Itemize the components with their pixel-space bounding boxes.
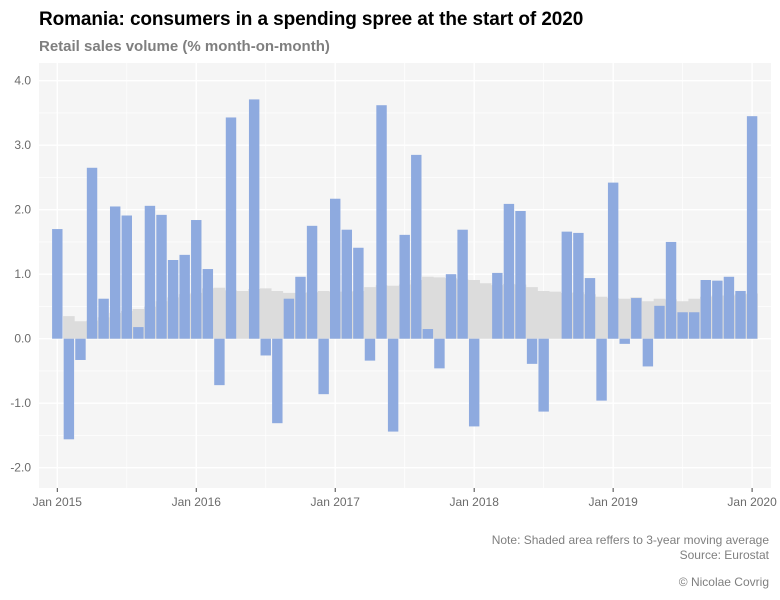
bar-apr-2015 (86, 167, 98, 339)
bar-mar-2017 (353, 247, 364, 339)
bar-jan-2015 (52, 229, 63, 339)
source-text: Source: Eurostat (679, 548, 769, 562)
x-tick-label: Jan 2018 (449, 495, 499, 509)
bar-sep-2016 (283, 298, 295, 339)
bar-oct-2018 (573, 232, 584, 339)
bar-mar-2015 (75, 338, 86, 360)
bar-may-2015 (98, 298, 109, 339)
bar-nov-2015 (167, 260, 179, 339)
bar-sep-2017 (422, 329, 434, 339)
bar-aug-2019 (688, 312, 700, 339)
bar-jul-2015 (121, 215, 132, 339)
bars-layer (52, 99, 758, 440)
y-axis: 4.0 3.0 2.0 1.0 0.0 -1.0 -2.0 (10, 74, 31, 475)
bar-sep-2015 (144, 205, 156, 339)
chart-note: Note: Shaded area reffers to 3-year movi… (492, 533, 769, 563)
bar-feb-2015 (63, 338, 75, 440)
bar-sep-2018 (561, 231, 573, 339)
bar-jan-2019 (607, 182, 619, 339)
bar-apr-2019 (642, 338, 654, 367)
y-tick-label: 0.0 (14, 332, 31, 346)
bar-jul-2016 (260, 338, 271, 356)
bar-sep-2019 (700, 280, 711, 339)
chart-title: Romania: consumers in a spending spree a… (39, 9, 584, 30)
bar-dec-2016 (318, 338, 329, 395)
bar-feb-2016 (202, 269, 214, 339)
bar-jan-2017 (330, 198, 341, 339)
moving-average-layer (63, 276, 758, 339)
x-tick-label: Jan 2017 (311, 495, 361, 509)
bar-jun-2015 (109, 206, 121, 339)
bar-jan-2016 (191, 220, 202, 339)
bar-apr-2016 (225, 117, 237, 339)
bar-oct-2016 (295, 276, 306, 339)
bar-mar-2019 (631, 298, 642, 339)
bar-aug-2016 (272, 338, 283, 424)
bar-jul-2019 (677, 312, 688, 339)
bar-nov-2016 (306, 225, 318, 339)
bar-may-2019 (654, 305, 665, 339)
bar-oct-2017 (434, 338, 445, 369)
bar-mar-2018 (492, 272, 503, 339)
bar-feb-2019 (619, 338, 630, 344)
bar-jan-2020 (746, 116, 758, 339)
y-tick-label: -1.0 (10, 396, 31, 410)
bar-jun-2017 (387, 338, 399, 432)
bar-dec-2019 (735, 290, 746, 339)
bar-dec-2017 (457, 229, 468, 339)
moving-average-area (63, 276, 758, 339)
bar-aug-2015 (133, 327, 144, 339)
bar-nov-2019 (723, 276, 735, 339)
bar-jun-2016 (248, 99, 260, 339)
x-tick-label: Jan 2020 (727, 495, 777, 509)
bar-feb-2017 (341, 229, 353, 339)
bar-oct-2019 (712, 280, 723, 339)
x-axis: Jan 2015 Jan 2016 Jan 2017 Jan 2018 Jan 2019… (33, 488, 777, 509)
y-tick-label: 1.0 (14, 267, 31, 281)
x-tick-label: Jan 2016 (172, 495, 222, 509)
bar-nov-2018 (584, 278, 596, 339)
bar-nov-2017 (445, 274, 457, 339)
chart-subtitle: Retail sales volume (% month-on-month) (39, 38, 330, 55)
y-tick-label: 4.0 (14, 74, 31, 88)
bar-jan-2018 (468, 338, 480, 427)
bar-aug-2017 (411, 154, 422, 339)
bar-jul-2018 (538, 338, 549, 412)
bar-apr-2018 (503, 203, 515, 339)
bar-dec-2015 (179, 254, 190, 339)
x-tick-label: Jan 2015 (33, 495, 83, 509)
bar-oct-2015 (156, 214, 167, 339)
y-tick-label: -2.0 (10, 461, 31, 475)
bar-jun-2019 (665, 241, 677, 339)
bar-may-2018 (515, 210, 526, 339)
note-text: Note: Shaded area reffers to 3-year movi… (491, 533, 769, 547)
bar-may-2017 (376, 105, 387, 339)
y-tick-label: 3.0 (14, 138, 31, 152)
credit-text: © Nicolae Covrig (678, 575, 769, 589)
y-tick-label: 2.0 (14, 203, 31, 217)
bar-jul-2017 (399, 234, 410, 339)
bar-dec-2018 (596, 338, 607, 401)
bar-apr-2017 (364, 338, 376, 361)
bar-jun-2018 (526, 338, 538, 364)
bar-mar-2016 (214, 338, 225, 386)
x-tick-label: Jan 2019 (588, 495, 638, 509)
